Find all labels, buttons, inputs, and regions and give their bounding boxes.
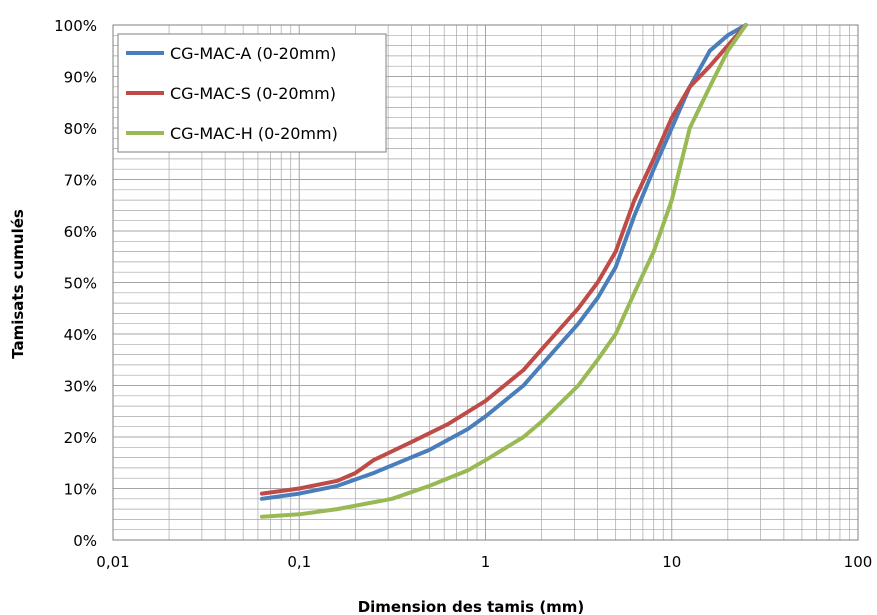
axis-ticks: 0% 10% 20% 30% 40% 50% 60% 70% 80% 90% 100% 0,01 0,1…: [54, 17, 872, 571]
y-tick-label: 50%: [64, 275, 97, 293]
series-line: [259, 23, 748, 496]
legend: CG-MAC-A (0-20mm) CG-MAC-S (0-20mm) CG-M…: [117, 33, 387, 153]
x-tick-label: 10: [662, 553, 681, 571]
y-tick-label: 60%: [64, 223, 97, 241]
y-tick-label: 90%: [64, 69, 97, 87]
x-tick-label: 0,01: [96, 553, 129, 571]
x-axis-title: Dimension des tamis (mm): [358, 598, 585, 615]
y-tick-label: 40%: [64, 326, 97, 344]
legend-label-h: CG-MAC-H (0-20mm): [170, 124, 338, 143]
y-tick-label: 100%: [54, 17, 97, 35]
y-tick-label: 0%: [73, 532, 97, 550]
y-tick-label: 20%: [64, 429, 97, 447]
y-axis-title: Tamisats cumulés: [9, 209, 27, 359]
y-tick-label: 30%: [64, 378, 97, 396]
x-tick-label: 1: [481, 553, 491, 571]
legend-label-a: CG-MAC-A (0-20mm): [170, 44, 336, 63]
legend-label-s: CG-MAC-S (0-20mm): [170, 84, 336, 103]
series-lines: [259, 23, 748, 519]
series-line: [259, 23, 748, 519]
y-tick-label: 80%: [64, 120, 97, 138]
x-tick-label: 100: [844, 553, 873, 571]
plot-area: [112, 24, 859, 541]
y-tick-label: 70%: [64, 172, 97, 190]
x-tick-label: 0,1: [287, 553, 311, 571]
y-tick-label: 10%: [64, 481, 97, 499]
